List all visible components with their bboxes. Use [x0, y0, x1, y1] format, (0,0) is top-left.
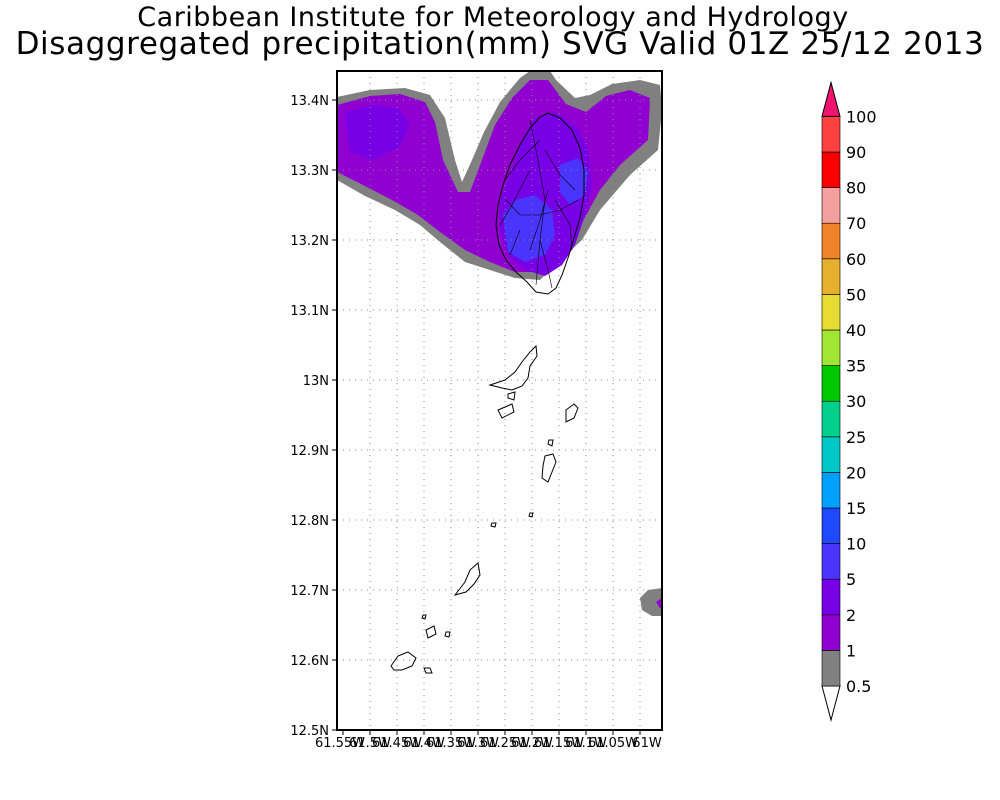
- colorbar-swatch: [821, 614, 841, 651]
- colorbar-level-label: 70: [846, 214, 866, 233]
- island-small-4: [528, 512, 534, 518]
- precipitation-field: [337, 71, 662, 616]
- island-small-1: [497, 403, 515, 419]
- island-bequia-south: [507, 391, 516, 401]
- x-tick-label: 61.35W: [426, 736, 476, 751]
- colorbar-swatch: [821, 507, 841, 544]
- colorbar-level-label: 15: [846, 499, 866, 518]
- y-tick-label: 13.2N: [290, 234, 329, 249]
- x-tick-label: 61.5W: [349, 736, 391, 751]
- colorbar-level-label: 30: [846, 392, 866, 411]
- colorbar-level-label: 100: [846, 107, 877, 126]
- colorbar-level-label: 80: [846, 179, 866, 198]
- colorbar-level-label: 35: [846, 357, 866, 376]
- island-union: [453, 562, 481, 596]
- x-tick-label: 61.2W: [511, 736, 553, 751]
- x-tick-label: 61.15W: [534, 736, 584, 751]
- precip-2mm: [345, 105, 410, 160]
- colorbar-swatch: [821, 294, 841, 331]
- island-small-5: [421, 614, 427, 620]
- island-small-6: [425, 625, 437, 639]
- colorbar-swatch: [821, 472, 841, 509]
- colorbar-under-triangle: [821, 685, 841, 722]
- y-tick-label: 13.3N: [290, 164, 329, 179]
- y-tick-label: 12.5N: [290, 724, 329, 739]
- x-tick-label: 61.25W: [480, 736, 530, 751]
- colorbar-swatch: [821, 400, 841, 438]
- x-axis-labels: 61.55W 61.5W 61.45W 61.4W 61.35W 61.3W 6…: [315, 736, 662, 751]
- y-tick-label: 12.8N: [290, 514, 329, 529]
- x-tick-label: 61.3W: [457, 736, 499, 751]
- precip-5mm-east: [560, 158, 588, 205]
- colorbar-level-label: 50: [846, 285, 866, 304]
- colorbar-swatch: [821, 116, 841, 153]
- island-st-vincent: [495, 112, 585, 295]
- map-frame: [336, 70, 663, 731]
- island-carriacou: [390, 651, 417, 671]
- colorbar-swatch: [821, 222, 841, 260]
- y-axis: [332, 99, 337, 731]
- x-tick-label: 61.55W: [315, 736, 365, 751]
- colorbar-swatch: [821, 187, 841, 224]
- colorbar-swatch: [821, 436, 841, 473]
- colorbar-level-label: 20: [846, 463, 866, 482]
- y-tick-label: 13.4N: [290, 94, 329, 109]
- island-canouan: [541, 453, 557, 483]
- y-tick-label: 13.1N: [290, 304, 329, 319]
- island-bequia: [488, 344, 538, 391]
- island-small-2: [547, 439, 554, 447]
- x-tick-label: 61.45W: [372, 736, 422, 751]
- x-axis: [342, 730, 641, 735]
- colorbar-level-label: 40: [846, 321, 866, 340]
- colorbar-level-label: 10: [846, 535, 866, 554]
- island-mustique: [565, 403, 579, 423]
- island-small-3: [490, 522, 497, 528]
- x-tick-label: 61.1W: [565, 736, 607, 751]
- island-small-7: [444, 631, 451, 638]
- colorbar-level-label: 60: [846, 250, 866, 269]
- precip-halo-southeast: [640, 588, 662, 616]
- colorbar-over-triangle: [821, 80, 841, 117]
- colorbar-swatch: [821, 329, 841, 366]
- y-tick-label: 13N: [303, 374, 329, 389]
- colorbar-swatch: [821, 578, 841, 616]
- y-axis-labels: 13.4N 13.3N 13.2N 13.1N 13N 12.9N 12.8N …: [290, 94, 329, 739]
- title-institute: Caribbean Institute for Meteorology and …: [137, 2, 849, 33]
- y-tick-label: 12.9N: [290, 444, 329, 459]
- colorbar-swatch: [821, 258, 841, 295]
- colorbar-swatch: [821, 650, 841, 687]
- y-tick-label: 12.6N: [290, 654, 329, 669]
- colorbar-level-label: 25: [846, 428, 866, 447]
- colorbar-swatch: [821, 543, 841, 580]
- x-tick-label: 61.4W: [403, 736, 445, 751]
- land-outlines: [390, 112, 585, 674]
- x-tick-label: 61W: [632, 736, 662, 751]
- precip-1mm-southeast: [656, 598, 662, 608]
- colorbar-swatch: [821, 151, 841, 188]
- colorbar-level-label: 90: [846, 143, 866, 162]
- colorbar-level-label: 0.5: [846, 677, 871, 696]
- colorbar-swatch: [821, 365, 841, 402]
- y-tick-label: 12.7N: [290, 584, 329, 599]
- graticule: [337, 71, 662, 730]
- colorbar-level-label: 1: [846, 641, 856, 660]
- island-small-8: [423, 667, 433, 674]
- title-product: Disaggregated precipitation(mm) SVG Vali…: [15, 26, 985, 62]
- colorbar-level-label: 5: [846, 570, 856, 589]
- island-st-vincent-rivers: [499, 119, 579, 289]
- colorbar-level-label: 2: [846, 606, 856, 625]
- x-tick-label: 61.05W: [588, 736, 638, 751]
